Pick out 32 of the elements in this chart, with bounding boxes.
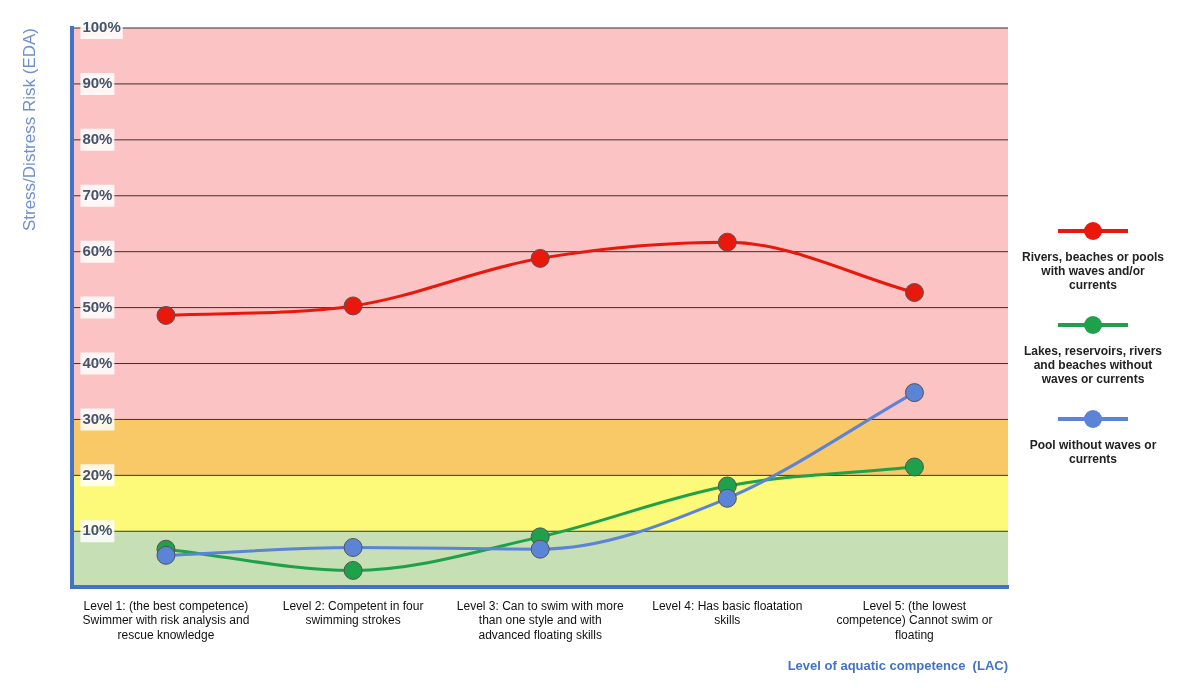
y-tick-label: 60% <box>82 241 113 259</box>
point <box>530 248 550 268</box>
point <box>343 538 363 557</box>
y-tick-label: 100% <box>82 18 121 36</box>
point <box>904 457 924 477</box>
y-tick-label: 30% <box>82 409 113 427</box>
y-tick-label: 70% <box>82 185 113 203</box>
point <box>717 488 737 508</box>
point <box>530 539 550 559</box>
point <box>904 283 924 302</box>
y-tick-label: 40% <box>82 353 113 371</box>
point <box>904 383 924 403</box>
point <box>717 232 737 252</box>
y-tick-label: 20% <box>82 465 113 483</box>
point <box>156 545 176 565</box>
x-tick-label: Level 3: Can to swim with more than one style and with advanced floating skills <box>456 598 624 642</box>
legend-label: Lakes, reservoirs, rivers and beaches without waves or currents <box>1022 344 1164 386</box>
point <box>156 305 176 325</box>
y-axis-title: Stress/Distress Risk (EDA) <box>19 28 39 232</box>
x-tick-label: Level 5: (the lowest competence) Cannot swim or floating <box>836 598 993 642</box>
y-tick-label: 10% <box>82 521 113 539</box>
legend-label: Pool without waves or currents <box>1028 438 1158 466</box>
point <box>343 296 363 316</box>
y-tick-label: 50% <box>82 297 113 315</box>
y-tick-label: 90% <box>82 74 113 92</box>
y-tick-label: 80% <box>82 129 113 147</box>
x-axis-title: Level of aquatic competence (LAC) <box>787 657 1008 673</box>
point <box>343 560 363 580</box>
x-tick-label: Level 2: Competent in four swimming strokes <box>282 598 424 628</box>
x-tick-label: Level 4: Has basic floatation skills <box>652 598 803 628</box>
x-tick-label: Level 1: (the best competence) Swimmer with risk analysis and rescue knowledge <box>82 598 250 642</box>
legend-label: Rivers, beaches or pools with waves and/or currents <box>1020 250 1166 292</box>
